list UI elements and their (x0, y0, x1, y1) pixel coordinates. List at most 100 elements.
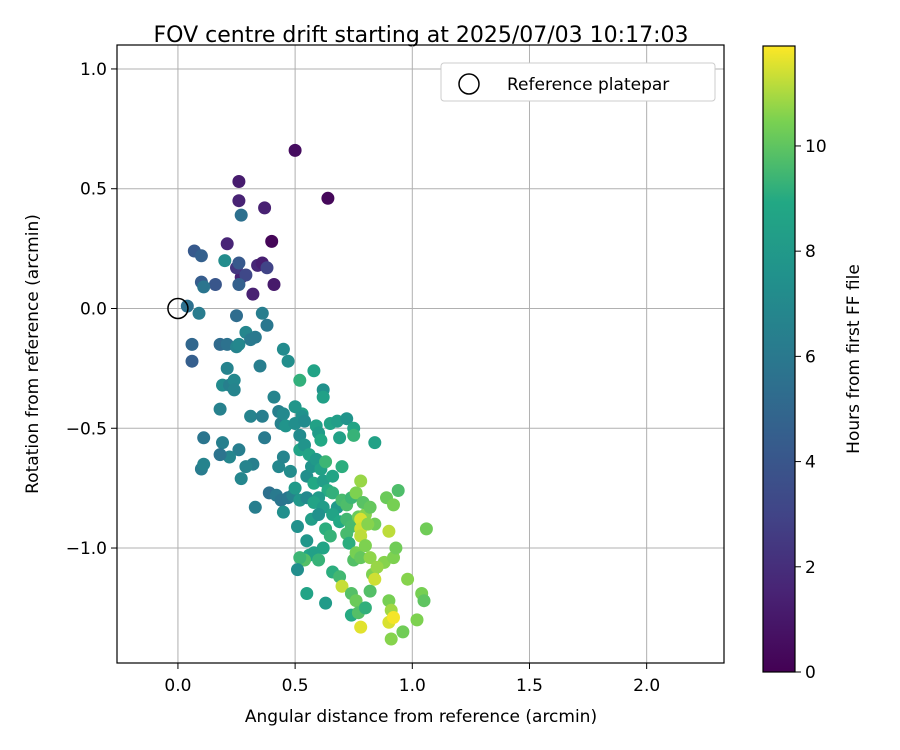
data-point (267, 390, 281, 404)
legend-box (440, 62, 716, 102)
data-point (335, 460, 349, 474)
data-point (234, 208, 248, 222)
data-point (417, 594, 431, 608)
data-point (248, 500, 262, 514)
y-tick-label: 0.0 (80, 299, 107, 319)
data-point (232, 278, 246, 291)
data-points (167, 143, 433, 646)
data-point (232, 256, 246, 270)
data-point (208, 278, 222, 291)
x-tick-label: 0.0 (164, 676, 191, 696)
data-point (246, 287, 260, 301)
data-point (307, 364, 321, 378)
data-point (293, 551, 307, 565)
data-point (260, 318, 274, 332)
data-point (291, 563, 304, 577)
data-point (298, 414, 311, 428)
data-point (323, 529, 337, 543)
data-point (340, 412, 354, 426)
data-point (389, 541, 403, 555)
data-point (267, 278, 281, 291)
data-point (255, 409, 269, 423)
data-point (312, 508, 326, 521)
data-point (220, 361, 234, 375)
data-point (227, 383, 241, 397)
data-point (197, 280, 211, 294)
data-point (391, 484, 405, 497)
data-point (326, 469, 340, 483)
legend-marker (458, 73, 480, 95)
colorbar-tick-label: 10 (805, 137, 827, 157)
data-point (349, 486, 363, 500)
data-point (363, 551, 377, 565)
data-point (312, 553, 326, 567)
legend: Reference platepar (440, 62, 716, 102)
colorbar-tick-label: 6 (805, 347, 816, 367)
data-point (248, 330, 262, 344)
data-point (192, 306, 206, 320)
data-point (354, 474, 368, 488)
data-point (387, 498, 400, 512)
reference-platepar-marker (167, 297, 189, 320)
x-tick-label: 1.5 (516, 676, 543, 696)
data-point (319, 455, 333, 469)
x-tick-label: 2.0 (633, 676, 660, 696)
data-point (220, 237, 234, 251)
y-tick-label: 1.0 (80, 60, 107, 80)
colorbar-tick-label: 4 (805, 453, 816, 473)
data-point (347, 428, 361, 442)
data-point (232, 443, 246, 457)
data-point (387, 611, 400, 624)
data-point (326, 486, 340, 500)
data-point (244, 409, 258, 423)
data-point (276, 450, 290, 464)
data-point (253, 359, 267, 373)
data-point (276, 342, 290, 356)
data-point (258, 201, 272, 215)
y-tick-label: 0.5 (80, 180, 107, 200)
data-point (272, 460, 286, 474)
data-point (197, 457, 211, 471)
data-point (382, 524, 396, 538)
data-point (342, 536, 356, 550)
legend-label: Reference platepar (507, 75, 669, 95)
data-point (354, 620, 368, 634)
data-point (260, 261, 274, 275)
data-point (368, 572, 382, 586)
data-point (227, 373, 241, 387)
colorbar-tick-label: 0 (805, 663, 816, 683)
colorbar-tick-label: 2 (805, 558, 816, 578)
data-point (291, 520, 304, 533)
data-point (314, 433, 328, 447)
data-point (283, 464, 297, 478)
data-point (239, 268, 253, 282)
x-axis-ticks: 0.0 0.5 1.0 1.5 2.0 (164, 663, 660, 696)
data-point (396, 625, 410, 639)
data-point (419, 522, 433, 536)
colorbar: 0 2 4 6 8 10 Hours from first FF file (762, 45, 864, 683)
data-point (232, 175, 246, 188)
data-point (185, 354, 199, 368)
data-point (319, 596, 333, 610)
data-point (335, 579, 349, 593)
data-point (218, 254, 232, 268)
data-point (230, 309, 243, 323)
data-point (358, 601, 372, 615)
data-point (316, 390, 330, 404)
data-point (333, 431, 347, 445)
data-point (185, 337, 199, 351)
y-tick-label: −0.5 (66, 419, 107, 439)
data-point (410, 613, 424, 627)
data-point (293, 428, 307, 442)
data-point (276, 407, 290, 421)
data-point (300, 534, 314, 548)
data-point (197, 431, 211, 445)
data-point (363, 584, 377, 598)
data-point (288, 143, 302, 157)
data-point (298, 438, 311, 452)
colorbar-gradient (762, 45, 796, 673)
data-point (234, 472, 248, 486)
x-axis-label: Angular distance from reference (arcmin) (245, 707, 597, 727)
